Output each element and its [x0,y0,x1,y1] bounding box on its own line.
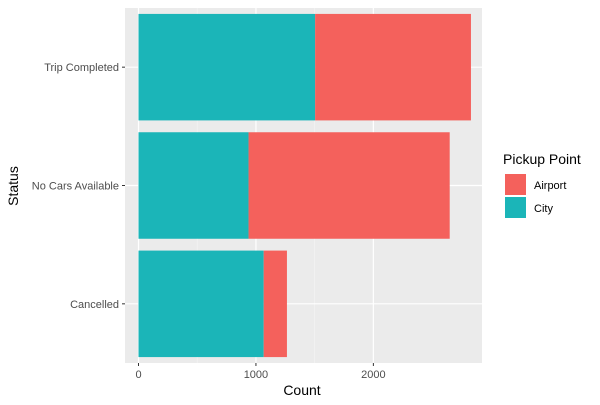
x-axis: 0 1000 2000 [135,363,386,381]
legend-label-city: City [534,203,553,215]
bar-city-trip-completed [138,13,316,121]
legend: Pickup Point Airport City [503,151,581,218]
bars [138,13,471,358]
y-tick-label: No Cars Available [32,181,119,193]
x-tick-label: 1000 [244,369,268,381]
bar-city-cancelled [138,250,264,358]
y-tick-label: Cancelled [70,299,119,311]
legend-key-airport [505,174,526,195]
x-tick-label: 0 [135,369,141,381]
x-tick-label: 2000 [361,369,385,381]
bar-airport-no-cars-available [248,132,450,239]
x-axis-title: Count [283,382,320,398]
y-axis: Cancelled No Cars Available Trip Completed [32,62,125,311]
y-axis-title: Status [5,166,21,206]
legend-label-airport: Airport [534,180,566,192]
legend-title: Pickup Point [503,151,581,167]
bar-city-no-cars-available [138,132,249,239]
y-tick-label: Trip Completed [44,62,119,74]
legend-key-city [505,197,526,218]
bar-airport-trip-completed [315,13,471,121]
bar-airport-cancelled [263,250,287,358]
